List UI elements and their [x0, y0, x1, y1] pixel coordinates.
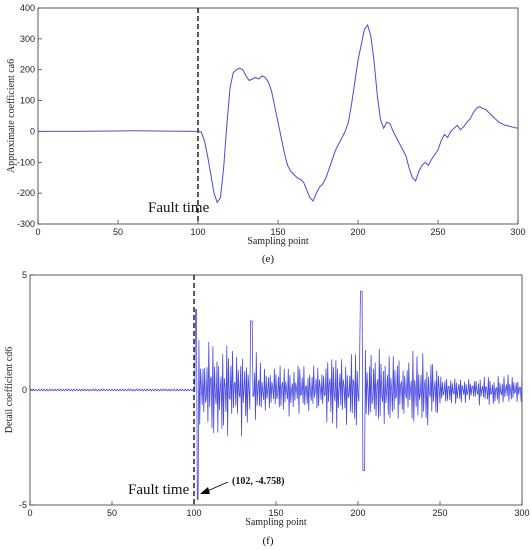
chart-e-panel-label: (e)	[262, 253, 275, 265]
y-tick-label: 100	[20, 96, 35, 106]
x-tick-label: 250	[430, 227, 445, 237]
chart-f-arrow-head	[200, 487, 210, 494]
x-tick-label: 150	[270, 227, 285, 237]
chart-e-x-label: Sampling point	[247, 236, 309, 247]
y-tick-label: -100	[17, 157, 35, 167]
chart-f-plot-area	[29, 274, 523, 506]
x-tick-label: 50	[107, 508, 117, 518]
chart-f-fault-label: Fault time	[128, 482, 190, 498]
chart-e: 0 50 100 150 200 250 300 -300 -200 -100 0 100 200 30…	[6, 3, 526, 265]
x-tick-label: 200	[350, 508, 365, 518]
y-tick-label: 300	[20, 34, 35, 44]
chart-f-panel-label: (f)	[263, 535, 274, 547]
chart-f-y-label: Detail coefficient cd6	[4, 347, 15, 433]
chart-e-x-ticks: 0 50 100 150 200 250 300	[35, 220, 526, 237]
chart-f-point-label: (102, -4.758)	[232, 476, 285, 487]
x-tick-label: 200	[350, 227, 365, 237]
x-tick-label: 0	[27, 508, 32, 518]
y-tick-label: 200	[20, 65, 35, 75]
chart-f-x-ticks: 0 50 100 150 200 250 300	[27, 501, 530, 518]
x-tick-label: 150	[268, 508, 283, 518]
chart-e-y-label: Approximate coefficient ca6	[6, 59, 17, 173]
chart-e-fault-label: Fault time	[148, 200, 210, 216]
x-tick-label: 300	[510, 227, 525, 237]
y-tick-label: 0	[30, 126, 35, 136]
y-tick-label: 400	[20, 3, 35, 13]
y-tick-label: -300	[17, 219, 35, 229]
chart-e-series-line	[38, 23, 519, 204]
y-tick-label: 0	[22, 385, 27, 395]
x-tick-label: 300	[514, 508, 529, 518]
chart-f-x-label: Sampling point	[245, 517, 307, 528]
chart-f-series-line	[29, 290, 523, 500]
y-tick-label: 5	[22, 270, 27, 280]
x-tick-label: 250	[432, 508, 447, 518]
chart-f: 0 50 100 150 200 250 300 -505 Fault time (102,…	[4, 270, 530, 547]
x-tick-label: 100	[186, 508, 201, 518]
chart-e-plot-area	[37, 7, 519, 225]
y-tick-label: -5	[19, 500, 27, 510]
x-tick-label: 100	[190, 227, 205, 237]
y-tick-label: -200	[17, 188, 35, 198]
chart-f-y-ticks: -5 0 5	[19, 270, 34, 510]
x-tick-label: 0	[35, 227, 40, 237]
x-tick-label: 50	[113, 227, 123, 237]
